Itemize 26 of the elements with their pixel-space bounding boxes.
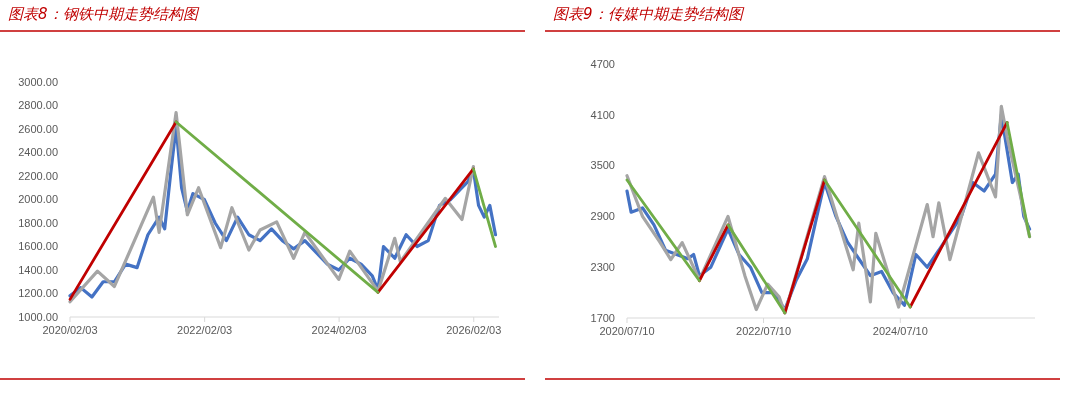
y-tick-label: 1800.00 (18, 216, 58, 229)
y-tick-label: 1000.00 (18, 310, 58, 323)
chart-title: 图表9：传媒中期走势结构图 (553, 5, 745, 23)
y-tick-label: 2200.00 (18, 169, 58, 182)
y-tick-label: 2600.00 (18, 122, 58, 135)
chart-title: 图表8：钢铁中期走势结构图 (8, 5, 200, 23)
y-tick-label: 3000.00 (18, 75, 58, 88)
x-tick-label: 2020/07/10 (599, 325, 655, 337)
y-tick-label: 2400.00 (18, 146, 58, 159)
x-tick-label: 2024/07/10 (872, 325, 928, 337)
y-tick-label: 2800.00 (18, 99, 58, 112)
y-tick-label: 1700 (590, 311, 615, 324)
y-tick-label: 1600.00 (18, 240, 58, 253)
y-tick-label: 2300 (590, 261, 615, 274)
y-tick-label: 4700 (590, 57, 615, 70)
x-tick-label: 2024/02/03 (311, 324, 367, 336)
x-tick-label: 2026/02/03 (446, 324, 502, 336)
y-tick-label: 2900 (590, 210, 615, 223)
x-tick-label: 2022/07/10 (736, 325, 792, 337)
y-tick-label: 4100 (590, 108, 615, 121)
y-tick-label: 2000.00 (18, 193, 58, 206)
x-tick-label: 2022/02/03 (177, 324, 233, 336)
y-tick-label: 1200.00 (18, 287, 58, 300)
y-tick-label: 3500 (590, 159, 615, 172)
y-tick-label: 1400.00 (18, 263, 58, 276)
x-tick-label: 2020/02/03 (42, 324, 98, 336)
